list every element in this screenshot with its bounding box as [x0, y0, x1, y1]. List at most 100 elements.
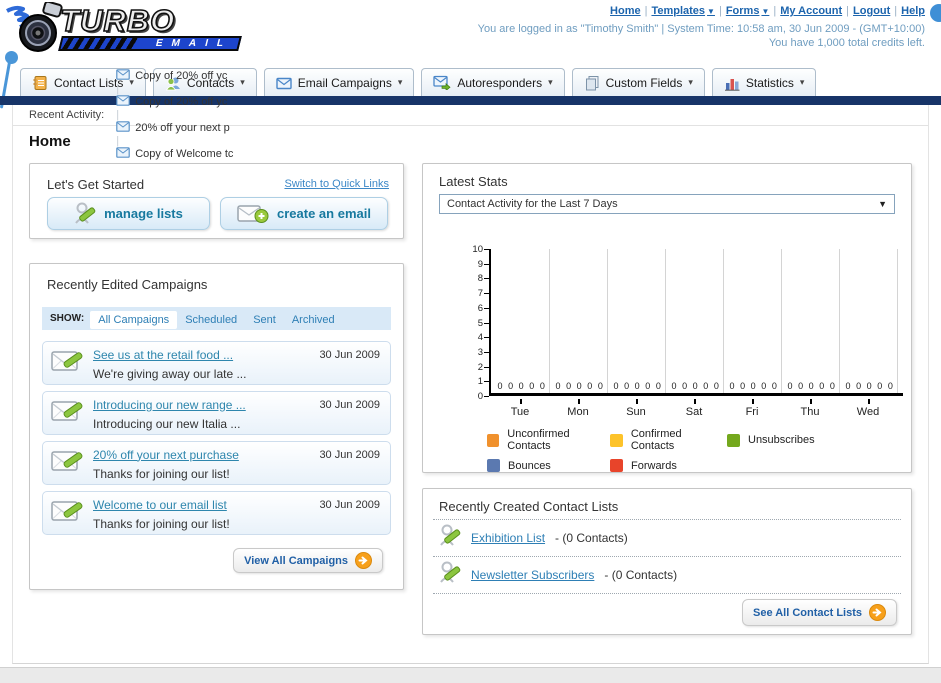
contact-list-link[interactable]: Exhibition List	[471, 531, 546, 545]
tab-custom-fields[interactable]: Custom Fields ▾	[571, 68, 705, 96]
y-axis-label: 7	[477, 288, 483, 300]
header-link-my-account[interactable]: My Account▼	[780, 5, 843, 17]
value-label: 0	[692, 381, 698, 391]
filter-scheduled[interactable]: Scheduled	[185, 313, 238, 326]
arrow-circle-icon	[355, 552, 372, 569]
y-axis-label: 0	[477, 391, 483, 402]
tab-contact-lists[interactable]: Contact Lists ▾	[20, 68, 146, 96]
latest-stats-title: Latest Stats	[439, 174, 508, 189]
y-axis-label: 8	[477, 273, 483, 285]
recent-activity-item[interactable]: 20% off your next p	[116, 121, 233, 135]
campaign-subtitle: Thanks for joining our list!	[93, 516, 230, 531]
content-area: Recent Activity: Copy of 20% off yc | Co…	[12, 69, 929, 664]
contact-list-row[interactable]: Exhibition List - (0 Contacts)	[433, 519, 901, 556]
recent-activity-item[interactable]: Copy of 20% off yc	[116, 95, 233, 109]
envelope-edit-icon	[51, 497, 85, 530]
get-started-title: Let's Get Started	[47, 177, 145, 192]
decor-dot-right	[930, 4, 941, 22]
stats-period-select[interactable]: Contact Activity for the Last 7 Days ▼	[439, 194, 895, 214]
campaigns-title: Recently Edited Campaigns	[47, 277, 208, 292]
campaign-filters: All Campaigns Scheduled Sent Archived	[90, 310, 342, 329]
separator: |	[773, 5, 777, 17]
value-label: 0	[856, 381, 862, 391]
separator: |	[116, 109, 120, 121]
gridline	[549, 249, 550, 393]
campaign-title-link[interactable]: Welcome to our email list	[93, 497, 227, 512]
contact-list-row[interactable]: Newsletter Subscribers - (0 Contacts)	[433, 556, 901, 593]
value-label: 0	[808, 381, 814, 391]
envelope-icon	[116, 69, 131, 83]
switch-quick-links[interactable]: Switch to Quick Links	[284, 178, 389, 190]
campaign-date: 30 Jun 2009	[319, 499, 380, 511]
value-label: 0	[750, 381, 756, 391]
see-all-contact-lists-button[interactable]: See All Contact Lists	[741, 599, 897, 626]
value-label: 0	[655, 381, 661, 391]
legend-swatch	[487, 459, 500, 472]
chevron-down-icon: ▼	[707, 7, 715, 16]
value-label: 0	[740, 381, 746, 391]
campaign-title-link[interactable]: See us at the retail food ...	[93, 347, 234, 362]
campaign-row[interactable]: Welcome to our email list Thanks for joi…	[42, 491, 391, 535]
decor-dot-left	[5, 51, 18, 64]
header-link-help[interactable]: Help▼	[901, 5, 925, 17]
envelope-edit-icon	[51, 347, 85, 380]
x-axis-label: Mon	[567, 406, 589, 418]
value-label: 0	[529, 381, 535, 391]
filter-all-campaigns[interactable]: All Campaigns	[90, 310, 178, 329]
y-axis-label: 10	[472, 244, 483, 255]
campaign-title-link[interactable]: Introducing our new range ...	[93, 397, 246, 412]
create-email-button[interactable]: create an email	[220, 197, 388, 230]
chevron-down-icon: ▾	[688, 77, 693, 87]
campaign-row[interactable]: 20% off your next purchase Thanks for jo…	[42, 441, 391, 485]
separator: |	[718, 5, 722, 17]
chevron-down-icon: ▾	[129, 77, 134, 87]
filter-sent[interactable]: Sent	[253, 313, 276, 326]
header-link-home[interactable]: Home▼	[610, 5, 641, 17]
tab-email-campaigns[interactable]: Email Campaigns ▾	[263, 68, 415, 96]
tab-contacts[interactable]: Contacts ▾	[152, 68, 257, 96]
chevron-down-icon: ▾	[397, 77, 403, 87]
tab-statistics[interactable]: Statistics ▾	[711, 68, 817, 96]
recent-activity-item[interactable]: Copy of Welcome tc	[116, 147, 233, 161]
value-label: 0	[887, 381, 893, 391]
header-link-logout[interactable]: Logout▼	[853, 5, 891, 17]
value-label: 0	[787, 381, 793, 391]
y-axis-tick	[484, 278, 489, 280]
campaign-subtitle: Introducing our new Italia ...	[93, 416, 241, 431]
x-axis-label: Fri	[745, 406, 759, 418]
campaign-row[interactable]: See us at the retail food ... We're givi…	[42, 341, 391, 385]
y-axis-label: 5	[477, 317, 483, 329]
main-nav: Contact Lists ▾ Contacts ▾ Email Campaig…	[20, 68, 817, 96]
latest-stats-panel: Latest Stats Contact Activity for the La…	[422, 163, 912, 473]
x-axis-label: Sun	[626, 406, 646, 418]
recent-activity-item[interactable]: Copy of 20% off yc	[116, 69, 233, 83]
contact-list-link[interactable]: Newsletter Subscribers	[471, 568, 595, 582]
chevron-down-icon: ▾	[240, 77, 245, 87]
tab-autoresponders[interactable]: Autoresponders ▾	[421, 68, 565, 96]
turbo-email-logo[interactable]: TURBO EMAIL	[6, 2, 242, 56]
gridline	[607, 249, 608, 393]
header-link-forms[interactable]: Forms ▼	[725, 5, 770, 17]
view-all-campaigns-button[interactable]: View All Campaigns	[233, 548, 383, 573]
campaign-date: 30 Jun 2009	[319, 449, 380, 461]
value-label: 0	[497, 381, 503, 391]
legend-swatch	[610, 459, 623, 472]
legend-item-forwards: Forwards	[610, 459, 727, 472]
filter-archived[interactable]: Archived	[291, 313, 335, 326]
logo-subtitle: EMAIL	[154, 38, 234, 50]
y-axis-tick	[484, 263, 489, 265]
value-label: 0	[624, 381, 630, 391]
separator: |	[644, 5, 648, 17]
recent-activity-bar: Recent Activity: Copy of 20% off yc | Co…	[13, 69, 928, 160]
campaign-title-link[interactable]: 20% off your next purchase	[93, 447, 239, 462]
value-label: 0	[597, 381, 603, 391]
person-edit-icon	[439, 560, 461, 591]
turbo-icon	[6, 2, 63, 52]
page-footer	[0, 667, 941, 683]
campaign-row[interactable]: Introducing our new range ... Introducin…	[42, 391, 391, 435]
credits-text: You have 1,000 total credits left.	[768, 37, 925, 49]
header-link-templates[interactable]: Templates ▼	[651, 5, 715, 17]
manage-lists-button[interactable]: manage lists	[47, 197, 210, 230]
contact-lists-title: Recently Created Contact Lists	[439, 499, 619, 514]
legend-item-unsubscribes: Unsubscribes	[727, 428, 839, 452]
